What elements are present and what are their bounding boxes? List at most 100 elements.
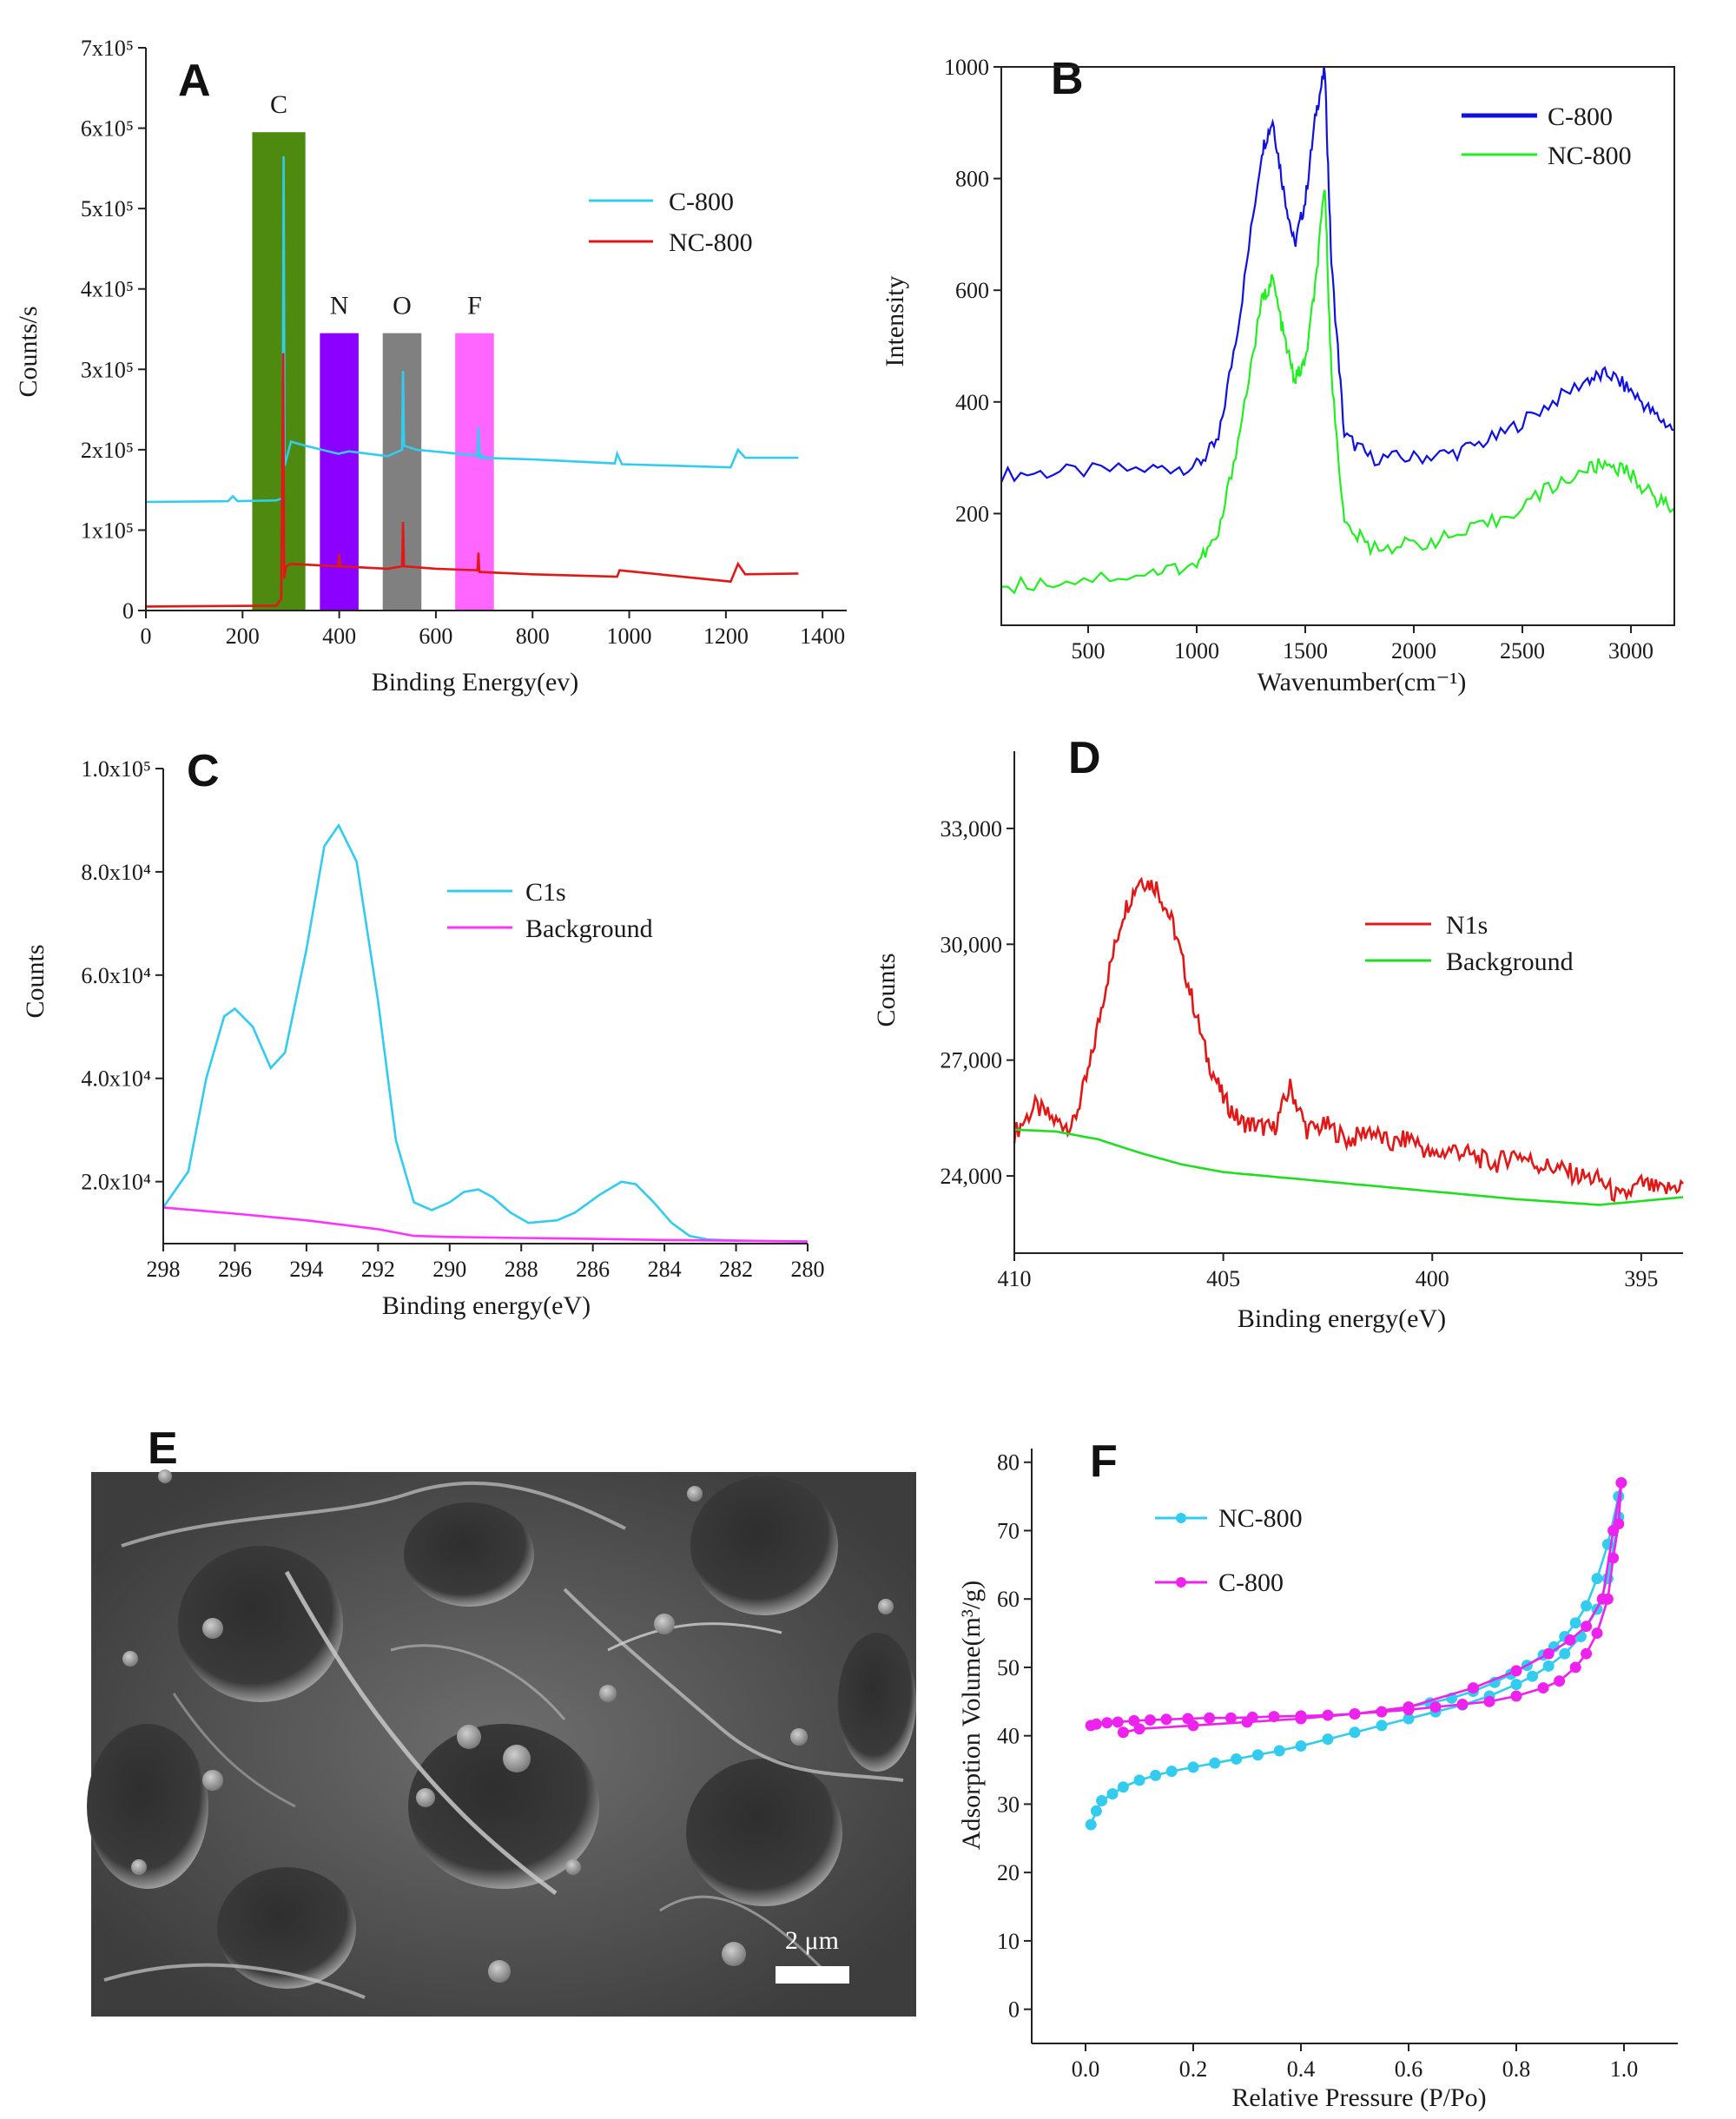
x-tick-label: 0.6: [1395, 2056, 1423, 2082]
data-point-c-800: [1615, 1476, 1627, 1489]
legend-label-c800: C-800: [1218, 1568, 1284, 1597]
y-tick-label: 50: [997, 1655, 1020, 1680]
data-point-c-800: [1224, 1712, 1237, 1724]
data-point-nc-800: [1165, 1766, 1178, 1778]
axes: 0 200 400 600 800 1000 1200 1400 0 1x10⁵ 2x10⁵ 3x10…: [81, 36, 847, 649]
data-point-c-800: [1510, 1665, 1522, 1677]
panel-f: F 0.0 0.2 0.4 0.6 0.8 1.0 0 10 20 30 40 50 60 70 80 Re…: [957, 1436, 1678, 2112]
legend-marker-c800: [1176, 1577, 1186, 1588]
data-point-c-800: [1376, 1706, 1388, 1718]
data-point-c-800: [1510, 1690, 1522, 1702]
legend-label-c800: C-800: [1548, 102, 1613, 131]
axes: 0.0 0.2 0.4 0.6 0.8 1.0 0 10 20 30 40 50 60 70 80: [997, 1449, 1678, 2082]
data-point-c-800: [1581, 1647, 1593, 1660]
x-tick-label: 288: [505, 1257, 538, 1282]
x-tick-label: 0.8: [1502, 2056, 1531, 2082]
data-point-nc-800: [1251, 1749, 1264, 1761]
x-axis-label: Binding energy(eV): [1238, 1304, 1446, 1333]
data-point-nc-800: [1273, 1745, 1285, 1757]
panel-e: E: [87, 1423, 916, 2017]
y-tick-label: 1.0x10⁵: [81, 756, 151, 782]
data-point-c-800: [1607, 1552, 1620, 1564]
data-point-c-800: [1204, 1712, 1216, 1724]
x-tick-label: 2500: [1500, 638, 1545, 663]
region-label-o: O: [393, 292, 412, 320]
data-point-c-800: [1144, 1714, 1156, 1726]
y-tick-label: 20: [997, 1860, 1020, 1885]
x-axis-label: Binding Energy(ev): [372, 668, 579, 696]
data-point-c-800: [1569, 1661, 1581, 1673]
y-tick-label: 800: [955, 167, 989, 192]
legend: C1s Background: [447, 878, 653, 943]
x-tick-label: 400: [322, 624, 356, 649]
x-tick-label: 292: [361, 1257, 395, 1282]
region-c: [252, 132, 306, 611]
series-group: [162, 822, 809, 1243]
series-line-nc-800: [1000, 189, 1675, 595]
legend-label-c800: C-800: [669, 188, 734, 216]
data-point-c-800: [1268, 1711, 1280, 1723]
x-tick-label: 0.4: [1287, 2056, 1316, 2082]
panel-b: B 500 1000 1500 2000 2500 3000 200 400 600 800 100…: [881, 54, 1675, 696]
legend-label-n1s: N1s: [1446, 911, 1488, 940]
y-tick-label: 400: [955, 390, 989, 415]
data-point-nc-800: [1085, 1819, 1097, 1831]
axes: 298 296 294 292 290 288 286 284 282 280 2.0x10⁴ 4.0…: [81, 756, 824, 1282]
data-point-c-800: [1456, 1698, 1469, 1710]
y-tick-label: 80: [997, 1450, 1020, 1475]
legend-label-background: Background: [525, 914, 653, 943]
x-tick-label: 395: [1624, 1266, 1658, 1291]
sem-micrograph: [87, 1469, 916, 2017]
panel-label-b: B: [1051, 54, 1084, 104]
data-point-nc-800: [1231, 1753, 1243, 1765]
x-tick-label: 1000: [607, 624, 652, 649]
x-tick-label: 405: [1206, 1266, 1240, 1291]
y-tick-label: 1000: [944, 55, 989, 80]
legend-label-nc800: NC-800: [1218, 1504, 1303, 1533]
x-tick-label: 1500: [1283, 638, 1328, 663]
data-point-c-800: [1090, 1718, 1102, 1730]
series-line-n1s: [1013, 876, 1684, 1203]
legend: C-800 NC-800: [589, 188, 753, 257]
panel-label-e: E: [148, 1423, 178, 1474]
x-tick-label: 600: [419, 624, 452, 649]
data-point-nc-800: [1133, 1774, 1145, 1786]
y-tick-label: 33,000: [941, 816, 1003, 842]
x-tick-label: 800: [516, 624, 550, 649]
data-point-c-800: [1467, 1682, 1479, 1694]
legend: C-800 NC-800: [1462, 102, 1632, 170]
y-tick-label: 1x10⁵: [81, 518, 134, 543]
data-point-c-800: [1542, 1647, 1554, 1660]
y-axis-label: Counts: [872, 953, 901, 1026]
x-tick-label: 296: [218, 1257, 252, 1282]
data-point-c-800: [1581, 1621, 1593, 1633]
x-tick-label: 1000: [1174, 638, 1219, 663]
data-point-c-800: [1117, 1726, 1129, 1739]
region-f: [455, 333, 494, 611]
x-tick-label: 0: [141, 624, 152, 649]
y-tick-label: 10: [997, 1929, 1020, 1954]
series-group: [1013, 876, 1684, 1206]
legend-label-c1s: C1s: [525, 878, 566, 907]
data-point-nc-800: [1096, 1794, 1108, 1806]
series-line-c1s: [162, 822, 809, 1243]
data-point-nc-800: [1559, 1647, 1571, 1660]
y-axis-label: Intensity: [881, 276, 909, 367]
y-tick-label: 24,000: [941, 1164, 1003, 1189]
region-label-n: N: [330, 292, 349, 320]
y-tick-label: 0: [122, 598, 134, 624]
x-tick-label: 286: [576, 1257, 610, 1282]
data-point-c-800: [1322, 1709, 1334, 1721]
data-point-nc-800: [1542, 1660, 1554, 1672]
y-tick-label: 30: [997, 1792, 1020, 1817]
data-point-nc-800: [1403, 1713, 1415, 1725]
y-tick-label: 200: [955, 501, 989, 526]
data-point-nc-800: [1322, 1733, 1334, 1746]
legend-label-nc800: NC-800: [669, 228, 753, 257]
region-n: [320, 333, 359, 611]
x-axis-label: Relative Pressure (P/Po): [1231, 2083, 1486, 2112]
region-label-c: C: [270, 90, 287, 119]
data-point-nc-800: [1295, 1740, 1307, 1752]
element-regions: C N O F: [252, 90, 494, 611]
plot-frame: [1000, 66, 1675, 626]
